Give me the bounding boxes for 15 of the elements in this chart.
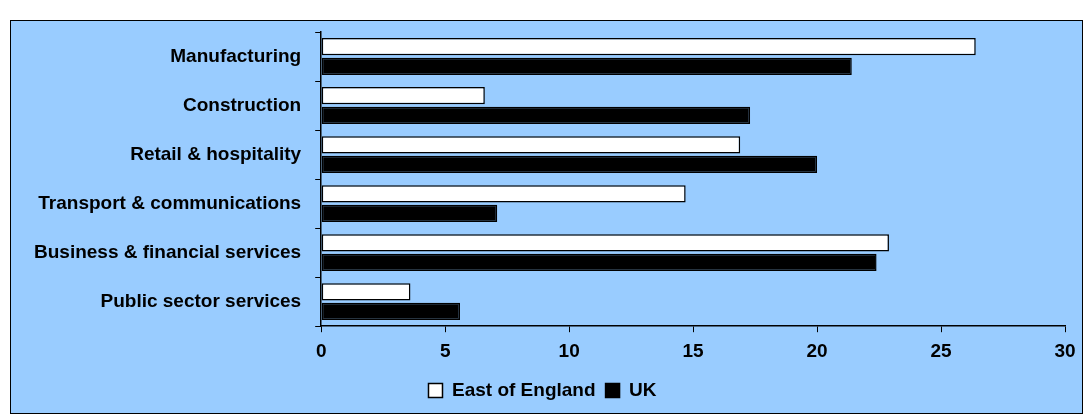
y-tick-label: Transport & communications: [38, 191, 302, 213]
x-tick-label: 10: [558, 339, 580, 361]
y-tick-label: Manufacturing: [170, 44, 302, 66]
legend-label: UK: [629, 378, 657, 400]
x-tick-label: 25: [930, 339, 953, 361]
x-tick-label: 30: [1054, 339, 1076, 361]
x-tick-label: 15: [682, 339, 705, 361]
y-tick-label: Construction: [182, 93, 302, 115]
y-tick-label: Public sector services: [100, 289, 302, 311]
legend-label: East of England: [452, 378, 596, 400]
x-tick-label: 0: [315, 339, 327, 361]
x-tick-label: 5: [439, 339, 451, 361]
x-tick-label: 20: [806, 339, 828, 361]
y-tick-label: Retail & hospitality: [130, 142, 302, 164]
y-tick-label: Business & financial services: [34, 240, 302, 262]
